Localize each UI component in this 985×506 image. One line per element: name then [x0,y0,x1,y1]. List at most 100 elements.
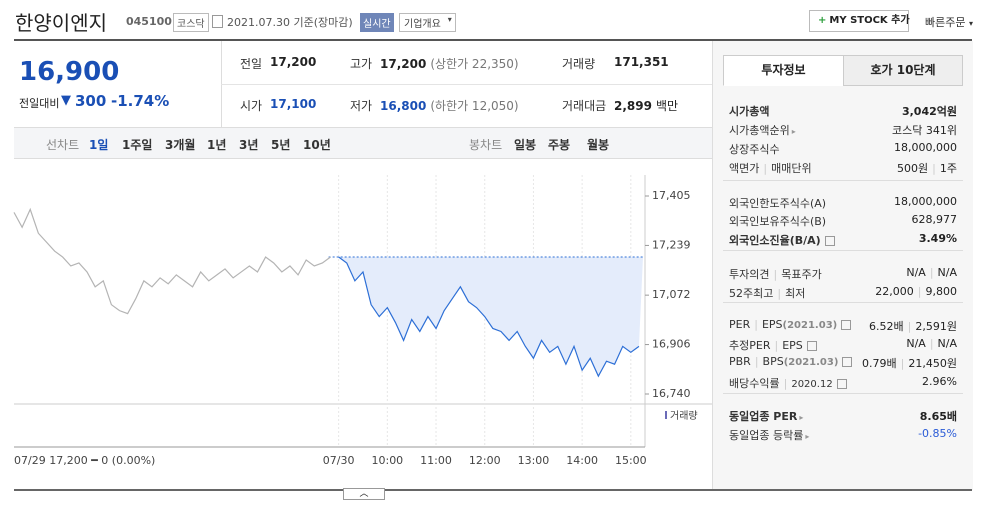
info-value: 3.49% [919,232,957,245]
summary-number: 17,100 [270,97,317,111]
info-value: 2.96% [922,375,957,388]
info-rule [723,393,963,394]
summary-number: 16,800 [380,99,427,113]
info-tab[interactable]: 투자정보 [723,55,844,86]
value-text: N/A [906,337,926,350]
help-icon [806,341,817,351]
summary-rule [221,84,712,85]
candle-tab[interactable]: 월봉 [587,138,610,152]
current-price: 16,900 [19,57,120,87]
divider: | [917,285,922,298]
summary-label: 시가 [240,99,263,113]
arrow-icon: ▸ [805,432,810,441]
quick-order-label: 빠른주문 [925,16,966,29]
mystock-button[interactable]: + MY STOCK 추가 [809,10,910,32]
help-icon [836,379,847,389]
x-tick-label: 13:00 [518,454,550,467]
chart-tabs [14,128,712,159]
divider: | [932,162,936,175]
value-text: 500원 [897,162,929,175]
summary-value: 17,200 (상한가 22,350) [380,55,519,72]
summary-value: 16,800 (하한가 12,050) [380,97,519,114]
date: 2021.07.30 기준(장마감) [227,16,353,29]
y-tick-label: 17,405 [652,189,691,202]
down-arrow: ▼ [61,93,71,108]
label-sub: (2021.03) [783,357,839,368]
arrow-icon: ▸ [791,127,796,136]
value-text: 18,000,000 [894,141,957,154]
period-tab[interactable]: 10년 [303,138,331,152]
x-tick-label: 07/30 [323,454,355,467]
info-tab[interactable]: 호가 10단계 [843,55,963,86]
summary-value: 17,200 [270,55,316,69]
info-label: 외국인보유주식수(B) [729,213,826,229]
summary-label: 전일 [240,57,263,71]
help-icon [824,236,835,246]
info-label: 투자의견 | 목표주가 [729,266,822,282]
label-text: PBR [729,355,751,368]
collapse-button[interactable]: ︿ [343,488,385,500]
label-text: EPS [761,318,783,331]
period-tab[interactable]: 3년 [239,138,259,152]
summary-rule [221,127,712,128]
caret: ▾ [968,19,973,28]
value-text: N/A [906,266,926,279]
summary-note: (상한가 22,350) [430,57,519,71]
realtime-badge[interactable]: 실시간 [360,13,394,32]
overview-button[interactable]: 기업개요 ▾ [399,13,456,32]
plus-icon: + [818,15,827,26]
quick-order[interactable]: 빠른주문 ▾ [925,14,973,30]
area-fill [338,257,643,377]
summary-label: 거래대금 [562,99,607,113]
info-label: 액면가 | 매매단위 [729,160,812,176]
divider: | [763,162,768,175]
value-text: 8.65배 [919,410,957,423]
period-tab[interactable]: 1년 [207,138,227,152]
period-tab[interactable]: 5년 [271,138,291,152]
x-tick-label: 11:00 [420,454,452,467]
candle-tab[interactable]: 주봉 [548,138,571,152]
label-text: 상장주식수 [729,143,780,156]
info-label: 동일업종 등락률 ▸ [729,427,809,443]
value-text: 2,591원 [915,320,957,333]
divider: | [777,287,782,300]
value-text: 0.79배 [862,357,897,370]
label-text: 외국인보유주식수(B) [729,215,827,228]
candle-tab[interactable]: 일봉 [514,138,537,152]
label-text: 액면가 [729,162,760,175]
info-label: 상장주식수 [729,141,780,157]
summary-label: 고가 [350,57,373,71]
value-text: -0.85% [918,427,957,440]
bottom-rule [14,489,972,491]
price-chart: 17,405 17,239 17,072 16,906 16,740 07/30 10:00… [13,175,712,467]
value-text: 22,000 [875,285,914,298]
info-label: 외국인소진율(B/A) [729,232,835,248]
info-panel [712,41,973,490]
summary-value: 2,899 백만 [614,97,678,114]
value-text: 2.96% [922,375,957,388]
divider: | [774,339,779,352]
overview-label: 기업개요 [404,19,441,30]
divider: | [783,377,788,390]
label-text: 외국인한도주식수(A) [729,197,827,210]
divider: | [754,318,758,331]
value-text: 6.52배 [869,320,904,333]
period-tab[interactable]: 1주일 [122,138,153,152]
info-value: N/A | N/A [906,266,957,279]
y-tick-label: 17,239 [652,238,691,251]
summary-number: 17,200 [270,55,317,69]
stock-code: 045100 [126,15,172,28]
divider: | [929,266,934,279]
header-rule [14,39,972,41]
y-tick-label: 17,072 [652,288,691,301]
info-label: 외국인한도주식수(A) [729,195,826,211]
info-value: 0.79배 | 21,450원 [862,355,957,371]
market-badge: 코스닥 [173,13,209,32]
value-text: N/A [937,337,957,350]
summary-number: 171,351 [614,55,669,69]
info-label: 시가총액 [729,103,769,119]
period-tab[interactable]: 3개월 [165,138,196,152]
help-icon [841,320,852,330]
period-tab[interactable]: 1일 [89,138,109,152]
info-value: 8.65배 [920,408,957,424]
